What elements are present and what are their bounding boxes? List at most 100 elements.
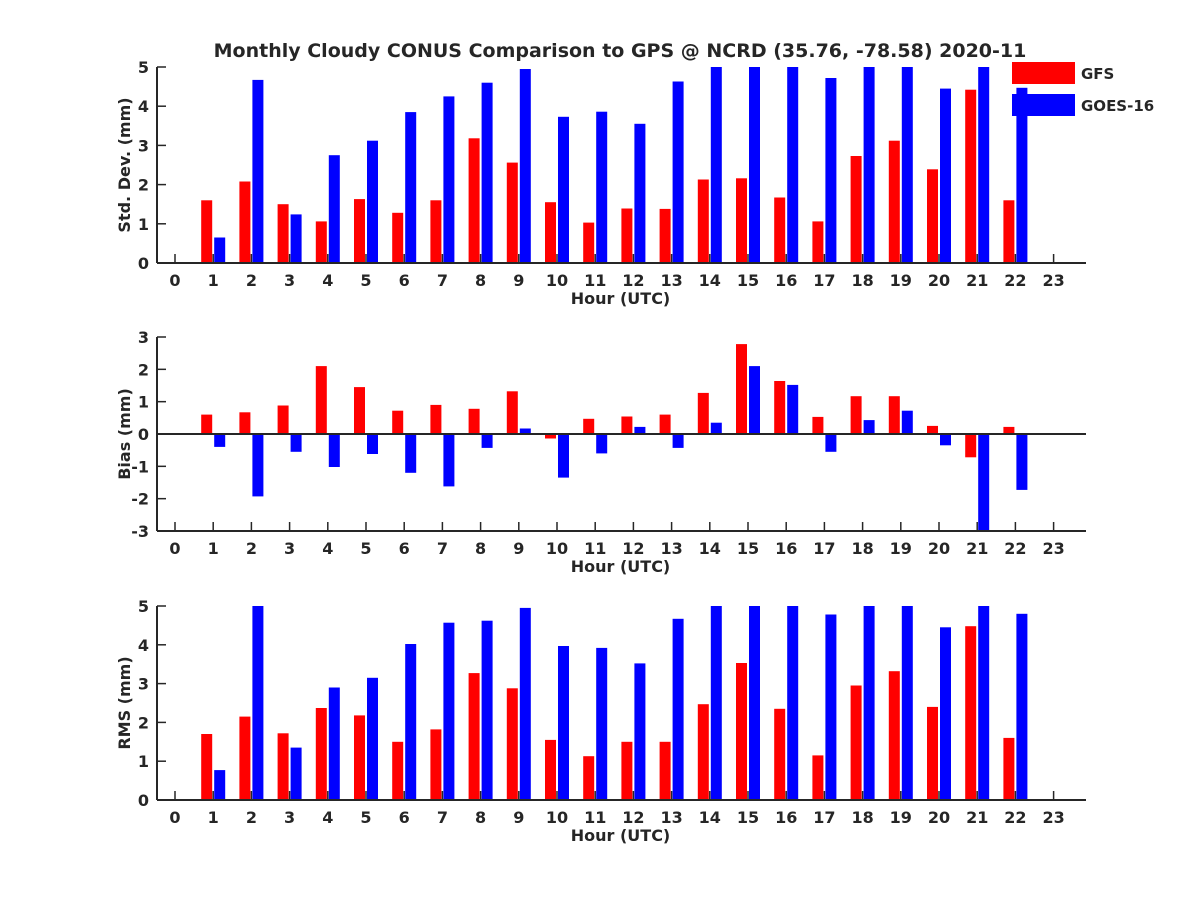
- y-tick-label: 2: [138, 176, 149, 195]
- bar-gfs-hour-20: [927, 706, 938, 800]
- x-tick-label: 15: [737, 539, 759, 558]
- bar-goes-16-hour-15: [749, 606, 760, 800]
- bar-goes-16-hour-17: [825, 78, 837, 263]
- bar-gfs-hour-19: [888, 671, 900, 800]
- bar-gfs-hour-12: [621, 741, 633, 800]
- bar-gfs-hour-8: [468, 408, 480, 434]
- x-tick-label: 21: [966, 271, 988, 290]
- bar-gfs-hour-5: [354, 199, 365, 263]
- x-tick-label: 13: [660, 808, 682, 827]
- bar-goes-16-hour-6: [405, 434, 417, 473]
- x-tick-label: 21: [966, 808, 988, 827]
- x-tick-label: 10: [546, 539, 568, 558]
- bar-gfs-hour-7: [430, 729, 442, 800]
- x-axis-label: Hour (UTC): [571, 826, 671, 845]
- bar-gfs-hour-16: [774, 708, 786, 800]
- bar-gfs-hour-9: [506, 162, 518, 263]
- bar-gfs-hour-21: [965, 626, 977, 800]
- bar-gfs-hour-18: [850, 685, 862, 800]
- bar-gfs-hour-3: [277, 733, 289, 800]
- bar-goes-16-hour-4: [328, 155, 340, 263]
- y-tick-label: -2: [131, 490, 149, 509]
- x-tick-label: 18: [851, 271, 873, 290]
- bar-gfs-hour-17: [812, 416, 824, 434]
- y-tick-label: 1: [138, 393, 149, 412]
- bar-gfs-hour-17: [812, 755, 824, 800]
- y-tick-label: 3: [138, 328, 149, 347]
- bar-goes-16-hour-21: [978, 434, 990, 531]
- bar-goes-16-hour-19: [901, 410, 913, 434]
- x-tick-label: 11: [584, 271, 606, 290]
- x-tick-label: 4: [322, 808, 333, 827]
- bar-gfs-hour-1: [201, 734, 213, 800]
- bar-goes-16-hour-10: [558, 434, 569, 478]
- x-tick-label: 23: [1042, 539, 1064, 558]
- bar-goes-16-hour-21: [978, 67, 990, 263]
- bar-gfs-hour-21: [965, 89, 977, 263]
- bar-gfs-hour-20: [927, 425, 938, 434]
- x-tick-label: 1: [208, 271, 219, 290]
- bar-gfs-hour-15: [736, 663, 747, 800]
- bar-goes-16-hour-1: [214, 770, 226, 800]
- bar-goes-16-hour-11: [596, 647, 608, 800]
- bar-goes-16-hour-12: [634, 663, 646, 800]
- bar-goes-16-hour-2: [252, 606, 264, 800]
- x-tick-label: 12: [622, 808, 644, 827]
- bar-goes-16-hour-17: [825, 434, 837, 452]
- bar-gfs-hour-2: [239, 181, 251, 263]
- x-tick-label: 7: [437, 539, 448, 558]
- x-tick-label: 20: [928, 539, 950, 558]
- bar-goes-16-hour-16: [787, 384, 799, 434]
- legend: GFS GOES-16: [1012, 62, 1154, 116]
- bar-gfs-hour-17: [812, 221, 824, 263]
- x-tick-label: 4: [322, 539, 333, 558]
- bar-gfs-hour-6: [392, 741, 404, 800]
- y-tick-label: 0: [138, 791, 149, 810]
- bar-goes-16-hour-8: [481, 434, 493, 448]
- y-tick-label: 0: [138, 425, 149, 444]
- bar-goes-16-hour-19: [901, 606, 913, 800]
- y-tick-label: 0: [138, 254, 149, 273]
- bar-goes-16-hour-2: [252, 434, 264, 497]
- x-tick-label: 22: [1004, 271, 1026, 290]
- bar-gfs-hour-12: [621, 208, 633, 263]
- bar-goes-16-hour-22: [1016, 434, 1028, 490]
- x-tick-label: 5: [360, 539, 371, 558]
- bar-gfs-hour-3: [277, 405, 289, 434]
- bar-goes-16-hour-13: [672, 81, 684, 263]
- x-tick-label: 14: [699, 808, 721, 827]
- bar-goes-16-hour-21: [978, 606, 990, 800]
- bar-gfs-hour-8: [468, 673, 480, 800]
- bar-goes-16-hour-13: [672, 618, 684, 800]
- x-tick-label: 9: [513, 539, 524, 558]
- y-tick-label: 4: [138, 97, 149, 116]
- x-tick-label: 6: [399, 539, 410, 558]
- x-tick-label: 9: [513, 808, 524, 827]
- x-tick-label: 1: [208, 808, 219, 827]
- x-tick-label: 22: [1004, 808, 1026, 827]
- y-tick-label: 2: [138, 360, 149, 379]
- bar-gfs-hour-18: [850, 396, 862, 434]
- bar-gfs-hour-3: [277, 204, 289, 263]
- x-tick-label: 0: [169, 539, 180, 558]
- x-tick-label: 23: [1042, 808, 1064, 827]
- legend-swatch-goes-16: [1012, 94, 1075, 116]
- bar-goes-16-hour-11: [596, 434, 608, 454]
- x-tick-label: 19: [890, 271, 912, 290]
- bar-gfs-hour-2: [239, 412, 251, 434]
- bar-gfs-hour-4: [315, 708, 327, 800]
- x-tick-label: 7: [437, 808, 448, 827]
- bar-goes-16-hour-9: [519, 428, 531, 434]
- bar-goes-16-hour-14: [710, 422, 722, 434]
- legend-swatch-gfs: [1012, 62, 1075, 84]
- x-tick-label: 17: [813, 271, 835, 290]
- x-tick-label: 19: [890, 539, 912, 558]
- x-tick-label: 20: [928, 271, 950, 290]
- x-tick-label: 13: [660, 539, 682, 558]
- bar-goes-16-hour-14: [710, 67, 722, 263]
- bar-goes-16-hour-7: [443, 622, 455, 800]
- bar-gfs-hour-6: [392, 212, 404, 263]
- bar-gfs-hour-1: [201, 414, 213, 434]
- x-tick-label: 6: [399, 808, 410, 827]
